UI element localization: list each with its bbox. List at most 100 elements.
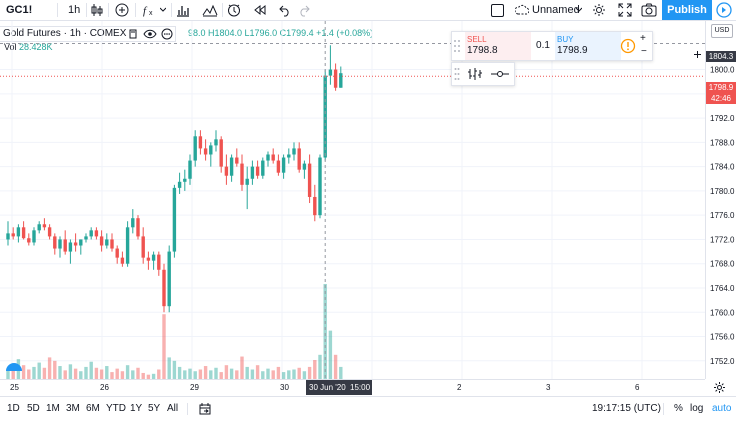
range-5d-button[interactable]: 5D [27,403,40,414]
settings-icon[interactable] [713,381,726,394]
time-axis[interactable]: 25 26 29 30 2 3 6 30 Jun '20 15:00 [0,379,705,396]
time-label: 30 [280,383,289,392]
hide-icon[interactable] [127,28,139,40]
log-toggle[interactable]: log [690,403,704,414]
candle-body [250,166,255,179]
quantity-decrease-button[interactable]: − [641,46,647,57]
range-1d-button[interactable]: 1D [7,403,20,414]
volume-bar [245,366,249,379]
toolbar-divider [171,3,172,17]
range-1m-button[interactable]: 1M [46,403,60,414]
candle-body [53,236,57,249]
candle-body [68,242,73,252]
volume-label: Vol [4,42,17,52]
order-ladder-icon[interactable] [467,67,483,81]
undo-icon[interactable] [279,4,291,24]
volume-bar [151,373,156,379]
toolbar-divider [222,3,223,17]
time-label: 3 [546,383,551,392]
settings-icon[interactable] [592,3,606,23]
replay-icon[interactable] [254,4,266,24]
add-compare-icon[interactable] [115,3,129,23]
candle-body [157,254,161,270]
range-all-button[interactable]: All [167,403,179,414]
eye-icon[interactable] [143,29,157,39]
publish-arrow-button[interactable] [712,0,736,20]
range-ytd-button[interactable]: YTD [106,403,126,414]
bar-chart-icon[interactable] [176,3,190,23]
drag-handle-icon[interactable] [454,67,460,81]
currency-button[interactable]: USD [711,24,733,38]
candle-body [323,75,327,158]
range-6m-button[interactable]: 6M [86,403,100,414]
range-5y-button[interactable]: 5Y [148,403,161,414]
candle-body [105,239,109,246]
layout-name-button[interactable]: Unnamed [532,4,580,16]
price-chart[interactable] [0,21,705,379]
templates-icon[interactable] [202,3,218,23]
chevron-down-icon[interactable] [160,7,166,27]
volume-bar [94,367,99,379]
candle-body [21,227,26,239]
symbol-search-button[interactable]: GC1! [6,4,33,16]
add-price-icon[interactable] [693,50,702,59]
price-tick-label: 1768.0 [710,260,735,269]
price-tick-label: 1752.0 [710,357,735,366]
bar-style-icon[interactable] [90,3,104,23]
candle-body [141,236,145,258]
more-icon[interactable] [161,28,173,40]
range-3m-button[interactable]: 3M [66,403,80,414]
volume-bar [323,284,327,379]
volume-bar [261,371,265,379]
candle-body [16,227,21,237]
volume-bar [188,368,192,379]
candle-body [240,163,244,185]
layout-checkbox[interactable] [491,4,504,17]
candle-body [151,254,156,261]
candle-body [99,236,104,246]
percent-toggle[interactable]: % [674,403,683,414]
calendar-goto-icon[interactable] [199,403,211,415]
publish-button[interactable]: Publish [662,0,712,20]
candle-body [276,160,281,173]
fullscreen-icon[interactable] [618,3,632,23]
volume-bar [157,369,161,379]
drag-handle-icon[interactable] [453,38,461,54]
candle-body [224,166,229,176]
candle-body [146,257,151,261]
info-icon[interactable] [620,38,636,54]
sell-price: 1798.8 [467,45,498,56]
time-label: 29 [190,383,199,392]
price-tick-label: 1756.0 [710,333,735,342]
range-1y-button[interactable]: 1Y [130,403,143,414]
price-tick-label: 1792.0 [710,114,735,123]
volume-bar [183,370,187,379]
candle-body [281,157,286,173]
candle-body [79,239,83,246]
redo-icon[interactable] [298,4,310,24]
toolbar-divider [57,3,58,17]
volume-bar [229,368,234,379]
mini-toolbar [451,62,515,86]
price-tick-labels: 1800.01796.01792.01788.01784.01780.01776… [710,66,735,366]
candle-body [136,218,140,237]
candle-body [302,163,307,170]
auto-toggle[interactable]: auto [712,403,732,414]
chevron-down-icon[interactable] [576,7,582,27]
alert-icon[interactable] [227,3,241,23]
candle-body [84,236,88,240]
candle-body [6,233,10,240]
volume-bar [120,371,125,379]
footer-divider [663,403,664,415]
quantity-increase-button[interactable]: + [640,33,646,44]
buy-button[interactable]: BUY 1798.9 [555,32,621,60]
clock-timezone[interactable]: 19:17:15 (UTC) [592,403,661,414]
position-line-icon[interactable] [490,68,510,80]
sell-button[interactable]: SELL 1798.8 [465,32,531,60]
candle-body [235,157,239,164]
interval-button[interactable]: 1h [68,4,81,16]
candle-body [47,227,52,237]
price-axis[interactable]: USD 1800.01796.01792.01788.01784.01780.0… [705,21,736,379]
snapshot-icon[interactable] [641,3,657,23]
